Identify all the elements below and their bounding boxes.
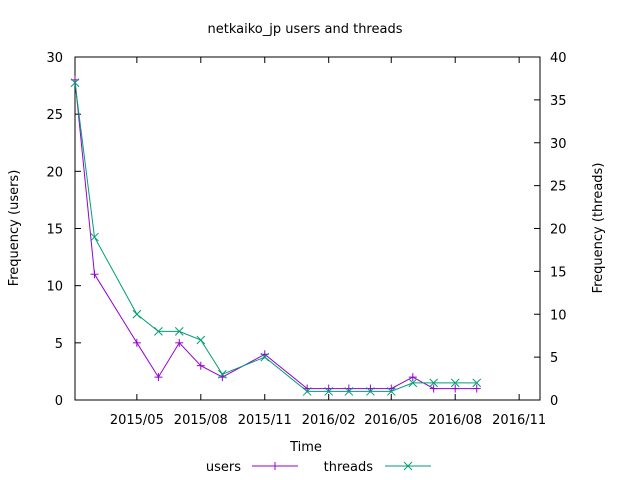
legend: users threads bbox=[206, 460, 431, 475]
right-tick-label: 25 bbox=[550, 180, 567, 195]
data-point-users bbox=[429, 384, 438, 393]
data-point-threads bbox=[218, 369, 227, 379]
data-point-users bbox=[451, 384, 460, 393]
left-tick-label: 0 bbox=[55, 394, 63, 409]
plot-border bbox=[74, 56, 541, 401]
data-point-threads bbox=[450, 378, 460, 388]
right-tick-label: 0 bbox=[550, 394, 558, 409]
left-tick-label: 20 bbox=[46, 165, 63, 180]
data-point-threads bbox=[154, 327, 163, 336]
series-layer bbox=[70, 75, 482, 396]
left-y-ticks: 0 5 10 15 20 25 30 bbox=[46, 51, 81, 409]
data-point-users bbox=[90, 270, 99, 279]
data-point-users bbox=[132, 338, 141, 347]
series-line-threads bbox=[74, 82, 477, 392]
right-tick-label: 5 bbox=[550, 351, 558, 366]
series-line-users bbox=[74, 79, 477, 390]
right-tick-label: 30 bbox=[550, 137, 567, 152]
data-point-users bbox=[175, 338, 184, 347]
data-point-threads bbox=[366, 387, 375, 396]
x-tick-label: 2016/05 bbox=[364, 413, 418, 428]
data-point-threads bbox=[260, 352, 270, 362]
data-point-threads bbox=[324, 387, 334, 396]
data-point-users bbox=[472, 384, 481, 393]
right-tick-label: 20 bbox=[550, 223, 567, 238]
left-tick-label: 15 bbox=[46, 223, 63, 238]
x-ticks: 2015/05 2015/08 2015/11 2016/02 2016/05 2016/… bbox=[110, 57, 546, 428]
legend-label-users: users bbox=[206, 460, 241, 475]
plot-frame bbox=[74, 56, 541, 401]
data-point-threads bbox=[196, 335, 206, 345]
left-tick-label: 30 bbox=[46, 51, 63, 66]
data-point-threads bbox=[472, 378, 482, 388]
legend-label-threads: threads bbox=[324, 460, 374, 475]
data-point-threads bbox=[302, 387, 312, 396]
right-y-axis-label: Frequency (threads) bbox=[591, 163, 606, 294]
data-point-threads bbox=[70, 78, 80, 88]
x-tick-label: 2016/08 bbox=[428, 413, 482, 428]
right-y-ticks: 0 5 10 15 20 25 30 35 40 bbox=[534, 51, 567, 409]
data-point-threads bbox=[90, 232, 99, 242]
left-y-axis-label: Frequency (users) bbox=[7, 170, 22, 287]
data-point-users bbox=[196, 361, 205, 370]
right-tick-label: 40 bbox=[550, 51, 567, 66]
right-tick-label: 10 bbox=[550, 308, 567, 323]
data-point-users bbox=[154, 373, 163, 382]
left-tick-label: 25 bbox=[46, 108, 63, 123]
data-point-threads bbox=[429, 378, 439, 388]
data-point-threads bbox=[408, 378, 418, 388]
legend-marker-users bbox=[271, 462, 279, 470]
data-point-threads bbox=[344, 387, 354, 396]
x-tick-label: 2015/08 bbox=[174, 413, 228, 428]
x-tick-label: 2015/11 bbox=[238, 413, 292, 428]
data-point-threads bbox=[174, 327, 184, 336]
x-tick-label: 2016/02 bbox=[302, 413, 356, 428]
right-tick-label: 15 bbox=[550, 265, 567, 280]
legend-marker-threads bbox=[403, 461, 413, 471]
data-point-users bbox=[408, 373, 417, 382]
left-tick-label: 10 bbox=[46, 280, 63, 295]
data-point-threads bbox=[386, 387, 396, 396]
x-axis-label: Time bbox=[289, 440, 322, 455]
x-tick-label: 2016/11 bbox=[492, 413, 546, 428]
data-point-threads bbox=[132, 309, 142, 319]
chart-title: netkaiko_jp users and threads bbox=[208, 22, 403, 37]
right-tick-label: 35 bbox=[550, 94, 567, 109]
left-tick-label: 5 bbox=[55, 337, 63, 352]
x-tick-label: 2015/05 bbox=[110, 413, 164, 428]
